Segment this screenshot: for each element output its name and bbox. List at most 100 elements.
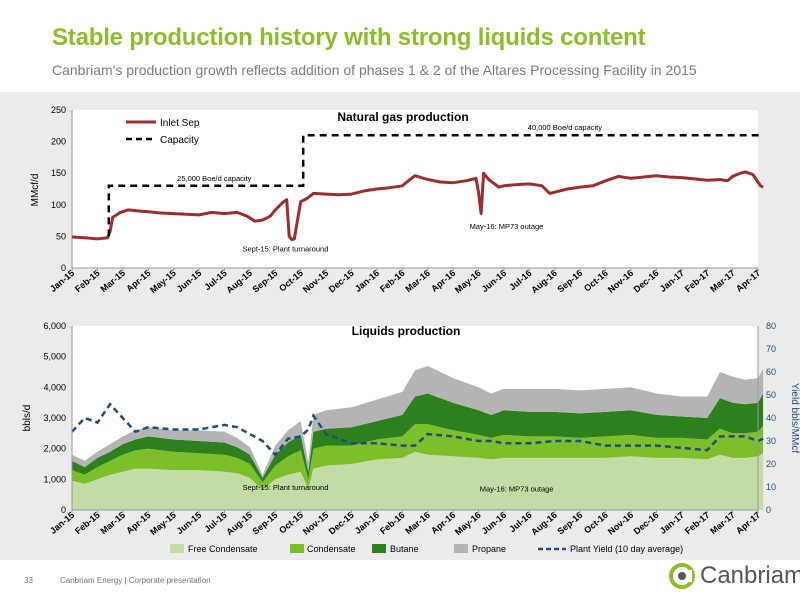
gas-x-tick-label: Aug-15 bbox=[224, 268, 254, 295]
liquids-x-tick-label: Aug-15 bbox=[224, 510, 254, 537]
liquids-x-tick-label: Jan-16 bbox=[353, 510, 381, 536]
gas-x-tick-label: Sep-16 bbox=[555, 268, 584, 295]
liquids-y2-axis-label: Yield bbls/MMcf bbox=[789, 383, 800, 453]
gas-plot-area bbox=[72, 110, 758, 268]
liquids-marks: Sept-15: Plant turnaround May-16: MP73 ou… bbox=[71, 365, 764, 510]
gas-x-tick-label: Oct-16 bbox=[582, 268, 610, 294]
gas-x-tick-label: Apr-17 bbox=[734, 268, 762, 294]
gas-x-tick-label: Mar-16 bbox=[403, 268, 432, 294]
liquids-x-tick-label: Jan-17 bbox=[658, 510, 686, 536]
liquids-y-axis-label: bbls/d bbox=[22, 405, 33, 432]
liquids-y2-tick-label: 30 bbox=[766, 436, 776, 446]
gas-y-tick-label: 150 bbox=[51, 168, 66, 178]
liquids-area-butane bbox=[72, 393, 764, 483]
gas-legend: Inlet Sep Capacity bbox=[126, 118, 200, 146]
liquids-y-tick-label: 2,000 bbox=[43, 444, 66, 454]
gas-x-tick-label: May-15 bbox=[148, 268, 178, 295]
liquids-x-tick-label: Oct-16 bbox=[582, 510, 610, 536]
gas-y-tick-label: 0 bbox=[61, 263, 66, 273]
liquids-x-tick-label: May-15 bbox=[148, 510, 178, 537]
liquids-x-tick-label: Nov-16 bbox=[606, 510, 635, 537]
liquids-area-free-condensate bbox=[72, 451, 764, 510]
gas-x-tick-label: Dec-15 bbox=[327, 268, 356, 295]
page-number: 33 bbox=[24, 576, 33, 585]
liquids-legend: Free Condensate Condensate Butane Propan… bbox=[170, 544, 683, 554]
gas-series-inlet-sep bbox=[71, 170, 764, 242]
liquids-x-tick-label: Jun-16 bbox=[480, 510, 509, 536]
liquids-x-tick-label: Mar-17 bbox=[708, 510, 737, 536]
liquids-x-tick-label: Aug-16 bbox=[529, 510, 559, 537]
gas-x-tick-label: Apr-16 bbox=[429, 268, 457, 294]
gas-x-tick-label: Nov-15 bbox=[301, 268, 330, 295]
liquids-y-tick-label: 0 bbox=[61, 505, 66, 515]
liquids-x-tick-label: Jun-15 bbox=[175, 510, 204, 536]
footer-text: Canbriam Energy | Corporate presentation bbox=[60, 576, 211, 585]
gas-annotation: Sept-15: Plant turnaround bbox=[242, 245, 328, 254]
slide-subtitle: Canbriam's production growth reflects ad… bbox=[52, 62, 697, 78]
legend-swatch-condensate bbox=[290, 544, 304, 553]
liquids-x-tick-label: Mar-16 bbox=[403, 510, 432, 536]
legend-label-inlet-sep: Inlet Sep bbox=[160, 118, 200, 129]
liquids-y-tick-label: 3,000 bbox=[43, 413, 66, 423]
gas-x-tick-label: Jun-16 bbox=[480, 268, 509, 294]
liquids-x-tick-label: Oct-15 bbox=[277, 510, 305, 536]
legend-label-free-condensate: Free Condensate bbox=[188, 544, 258, 554]
liquids-y-tick-label: 6,000 bbox=[43, 321, 66, 331]
liquids-x-tick-label: Feb-17 bbox=[683, 510, 712, 536]
gas-y-axis-label: MMcf/d bbox=[30, 174, 41, 207]
gas-x-tick-label: Mar-17 bbox=[708, 268, 737, 294]
liquids-x-tick-label: Nov-15 bbox=[301, 510, 330, 537]
liquids-y2-tick-label: 10 bbox=[766, 482, 776, 492]
legend-swatch-butane bbox=[372, 544, 386, 553]
liquids-y2-tick-label: 0 bbox=[766, 505, 771, 515]
liquids-x-tick-label: Apr-17 bbox=[734, 510, 762, 536]
liquids-chart-title: Liquids production bbox=[352, 324, 461, 338]
liquids-y2-tick-label: 50 bbox=[766, 390, 776, 400]
gas-x-tick-label: Dec-16 bbox=[632, 268, 661, 295]
gas-y-tick-label: 250 bbox=[51, 105, 66, 115]
gas-annotation: May-16: MP73 outage bbox=[470, 222, 544, 231]
legend-label-plant-yield: Plant Yield (10 day average) bbox=[570, 544, 683, 554]
canbriam-logo: Canbriam bbox=[668, 560, 800, 592]
gas-x-tick-label: Feb-16 bbox=[378, 268, 407, 294]
gas-y-tick-label: 100 bbox=[51, 200, 66, 210]
gas-x-tick-label: Jun-15 bbox=[175, 268, 204, 294]
liquids-x-tick-label: Sep-15 bbox=[251, 510, 280, 537]
liquids-x-tick-label: Sep-16 bbox=[555, 510, 584, 537]
liquids-y-tick-label: 4,000 bbox=[43, 382, 66, 392]
liquids-y2-tick-label: 40 bbox=[766, 413, 776, 423]
gas-x-tick-label: Nov-16 bbox=[606, 268, 635, 295]
liquids-x-tick-label: Dec-15 bbox=[327, 510, 356, 537]
gas-annotation: 40,000 Boe/d capacity bbox=[528, 123, 602, 132]
gas-annotation: 25,000 Boe/d capacity bbox=[177, 174, 251, 183]
gas-chart-title: Natural gas production bbox=[337, 110, 468, 124]
legend-label-propane: Propane bbox=[472, 544, 506, 554]
liquids-annotation: May-16: MP73 outage bbox=[480, 485, 554, 494]
gas-y-tick-label: 200 bbox=[51, 137, 66, 147]
gas-marks: 25,000 Boe/d capacity 40,000 Boe/d capaci… bbox=[71, 123, 764, 254]
legend-swatch-free-condensate bbox=[170, 544, 184, 553]
liquids-x-tick-label: Apr-16 bbox=[429, 510, 457, 536]
legend-swatch-propane bbox=[454, 544, 468, 553]
gas-y-tick-label: 50 bbox=[56, 231, 66, 241]
liquids-area-condensate bbox=[72, 424, 764, 491]
liquids-production-chart: Sept-15: Plant turnaround May-16: MP73 ou… bbox=[22, 321, 800, 554]
gas-x-tick-label: Aug-16 bbox=[529, 268, 559, 295]
liquids-x-tick-label: Apr-15 bbox=[124, 510, 152, 536]
liquids-area-propane bbox=[72, 365, 764, 478]
canbriam-logo-icon bbox=[669, 563, 695, 589]
liquids-y2-tick-label: 70 bbox=[766, 344, 776, 354]
gas-x-tick-label: Oct-15 bbox=[277, 268, 305, 294]
gas-x-tick-label: Feb-17 bbox=[683, 268, 712, 294]
legend-label-condensate: Condensate bbox=[307, 544, 356, 554]
gas-x-tick-label: Jan-16 bbox=[353, 268, 381, 294]
gas-x-tick-label: Mar-15 bbox=[98, 268, 127, 294]
liquids-x-tick-label: Dec-16 bbox=[632, 510, 661, 537]
liquids-y-tick-label: 5,000 bbox=[43, 352, 66, 362]
gas-series-capacity bbox=[107, 134, 764, 237]
liquids-x-tick-label: Mar-15 bbox=[98, 510, 127, 536]
gas-x-tick-label: May-16 bbox=[453, 268, 483, 295]
liquids-y2-tick-label: 60 bbox=[766, 367, 776, 377]
legend-label-butane: Butane bbox=[390, 544, 419, 554]
